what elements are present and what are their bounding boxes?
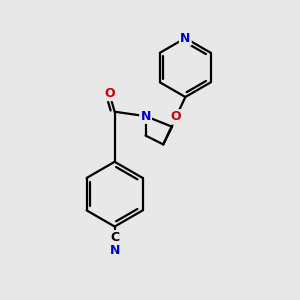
Text: N: N	[140, 110, 151, 123]
Text: N: N	[110, 244, 120, 256]
Text: O: O	[171, 110, 182, 123]
Text: N: N	[180, 32, 190, 45]
Text: C: C	[110, 231, 119, 244]
Text: O: O	[104, 87, 115, 100]
